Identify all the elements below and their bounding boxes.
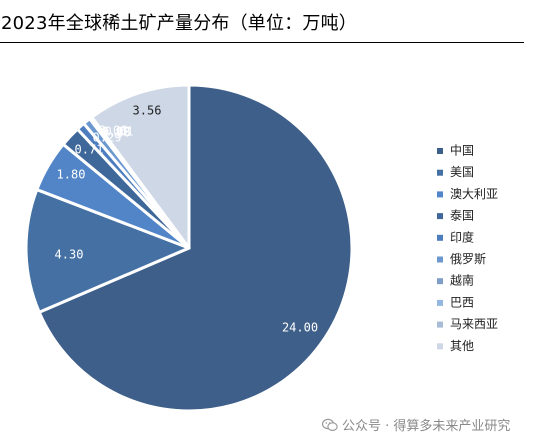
slice-value-label: 0.01 — [105, 125, 134, 139]
legend-label: 泰国 — [450, 209, 474, 223]
slice-value-label: 0.26 — [102, 126, 131, 140]
title-underline — [0, 42, 524, 43]
pie-slice-1 — [37, 83, 354, 413]
chart-title: 2023年全球稀土矿产量分布（单位：万吨） — [1, 13, 358, 34]
legend-label: 巴西 — [450, 295, 474, 309]
legend-swatch — [437, 169, 443, 176]
slice-value-label: 1.80 — [57, 168, 86, 182]
slice-value-label: 0.02 — [102, 125, 131, 139]
legend-label: 俄罗斯 — [450, 252, 486, 266]
legend-label: 越南 — [450, 273, 474, 288]
legend-swatch — [437, 278, 443, 285]
slice-value-label: 0.29 — [93, 131, 122, 145]
watermark: 公众号 · 得算多未来产业研究 — [322, 415, 510, 434]
slice-value-label: 0.71 — [75, 143, 104, 157]
pie-labels: 24.00 4.30 1.80 0.710.290.260.060.020.01 3.5… — [55, 104, 319, 335]
legend-swatch — [437, 321, 443, 328]
legend-swatch — [437, 234, 443, 241]
slice-value-label: 24.00 — [282, 321, 318, 335]
pie-slice-2 — [24, 188, 191, 314]
slice-value-label: 0.06 — [99, 124, 128, 138]
watermark-text: 公众号 · 得算多未来产业研究 — [342, 419, 511, 434]
pie-slice-10 — [90, 83, 191, 250]
legend-label: 印度 — [450, 229, 474, 244]
legend-label: 澳大利亚 — [450, 187, 498, 201]
pie-slices — [24, 83, 354, 413]
legend-label: 马来西亚 — [450, 317, 498, 331]
legend-label: 中国 — [450, 143, 474, 158]
legend-label: 其他 — [450, 339, 474, 353]
slice-value-label: 4.30 — [55, 248, 84, 262]
wechat-icon — [322, 418, 338, 431]
legend-swatch — [437, 343, 443, 350]
legend-label: 美国 — [450, 165, 474, 179]
legend-swatch — [437, 299, 443, 306]
legend-swatch — [437, 148, 443, 154]
legend-swatch — [437, 191, 443, 198]
legend-swatch — [437, 256, 443, 263]
legend-swatch — [437, 213, 443, 220]
slice-value-label: 3.56 — [133, 104, 162, 118]
